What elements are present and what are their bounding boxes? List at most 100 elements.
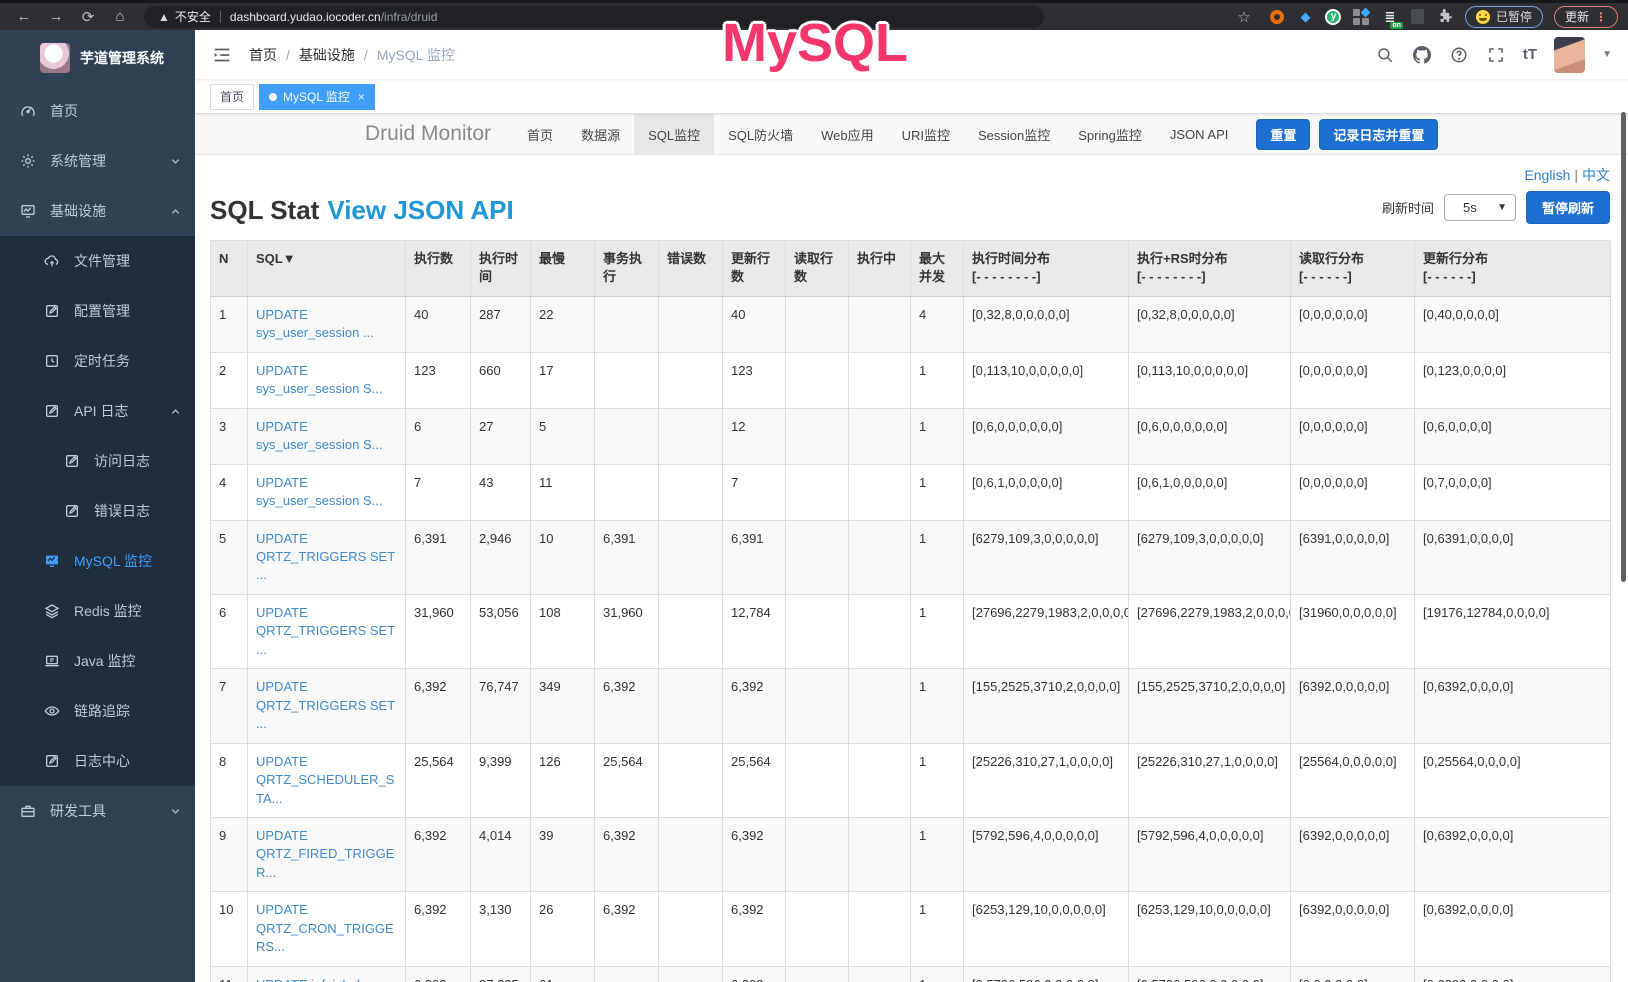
sql-link[interactable]: UPDATE QRTZ_TRIGGERS SET ...: [256, 530, 395, 583]
extension-grid-icon[interactable]: [1353, 7, 1371, 25]
druid-nav-数据源[interactable]: 数据源: [581, 127, 621, 143]
column-header-max_concurrent[interactable]: 最大并发: [910, 240, 964, 297]
column-header-fetch_row_dist[interactable]: 读取行分布 [- - - - - -]: [1290, 240, 1415, 297]
sidebar-item-MySQL-监控[interactable]: MySQL 监控: [0, 536, 195, 586]
column-header-exec_count[interactable]: 执行数: [405, 240, 471, 297]
fullscreen-icon[interactable]: [1486, 45, 1506, 65]
column-header-update_rows[interactable]: 更新行数: [722, 240, 786, 297]
sql-link[interactable]: UPDATE sys_user_session ...: [256, 306, 374, 341]
sidebar-item-文件管理[interactable]: 文件管理: [0, 236, 195, 286]
druid-nav-首页[interactable]: 首页: [527, 127, 554, 143]
sidebar-item-配置管理[interactable]: 配置管理: [0, 286, 195, 336]
column-header-exec_time[interactable]: 执行时间: [470, 240, 531, 297]
log-and-reset-button[interactable]: 记录日志并重置: [1319, 118, 1439, 150]
pause-refresh-button[interactable]: 暂停刷新: [1525, 191, 1610, 224]
browser-back-icon[interactable]: ←: [16, 8, 32, 25]
sidebar-item-首页[interactable]: 首页: [0, 86, 195, 136]
cell-n: 3: [210, 407, 248, 465]
sql-link[interactable]: UPDATE QRTZ_SCHEDULER_STA...: [256, 753, 395, 806]
view-json-api-link[interactable]: View JSON API: [327, 195, 514, 225]
sidebar-item-Java-监控[interactable]: Java 监控: [0, 636, 195, 686]
sidebar-item-Redis-监控[interactable]: Redis 监控: [0, 586, 195, 636]
column-header-fetch_rows[interactable]: 读取行数: [785, 240, 849, 297]
extension-gem-icon[interactable]: ◆: [1300, 8, 1311, 24]
column-header-sql[interactable]: SQL▼: [247, 240, 406, 297]
reset-button[interactable]: 重置: [1256, 118, 1311, 150]
refresh-interval-select[interactable]: 5s ▼: [1443, 194, 1516, 221]
druid-nav-URI监控[interactable]: URI监控: [901, 127, 950, 143]
paused-badge[interactable]: 已暂停: [1464, 5, 1543, 28]
sidebar-item-定时任务[interactable]: 定时任务: [0, 336, 195, 386]
tag-首页[interactable]: 首页: [210, 83, 255, 110]
update-badge[interactable]: 更新 ⋮: [1553, 5, 1618, 28]
extensions-puzzle-icon[interactable]: [1437, 8, 1454, 25]
sql-link[interactable]: UPDATE sys_user_session S...: [256, 418, 383, 453]
cell-exec_time: 43: [470, 463, 531, 521]
column-header-slowest[interactable]: 最慢: [530, 240, 595, 297]
sidebar-item-API-日志[interactable]: API 日志: [0, 386, 195, 436]
avatar-caret-down-icon[interactable]: ▼: [1602, 49, 1612, 60]
sidebar-item-错误日志[interactable]: 错误日志: [0, 486, 195, 536]
tag-MySQL-监控[interactable]: MySQL 监控 ×: [259, 83, 375, 110]
extension-misc-icon[interactable]: [1409, 8, 1426, 25]
column-header-update_row_dist[interactable]: 更新行分布 [- - - - - -]: [1414, 240, 1611, 297]
tag-close-icon[interactable]: ×: [357, 89, 365, 104]
dashboard-icon: [20, 103, 36, 119]
cell-update_rows: 6,391: [722, 519, 786, 595]
cell-fetch_row_dist: [31960,0,0,0,0,0]: [1290, 593, 1415, 670]
lang-chinese-link[interactable]: 中文: [1582, 167, 1610, 183]
column-header-error_count[interactable]: 错误数: [658, 240, 723, 297]
sql-link[interactable]: UPDATE inf_job_log SET e...: [256, 977, 374, 982]
column-header-tx_exec[interactable]: 事务执行: [594, 240, 659, 297]
sidebar-item-日志中心[interactable]: 日志中心: [0, 736, 195, 786]
extension-list-icon[interactable]: ≣ on: [1384, 8, 1403, 29]
druid-nav-Spring监控[interactable]: Spring监控: [1078, 127, 1142, 143]
bookmark-star-icon[interactable]: ☆: [1237, 8, 1251, 26]
app-logo[interactable]: 芋道管理系统: [0, 30, 195, 86]
cell-tx_exec: [594, 351, 659, 409]
extension-donut-icon[interactable]: [1269, 8, 1286, 25]
druid-nav-JSON API[interactable]: JSON API: [1169, 126, 1229, 142]
cell-exec_time: 37,225: [470, 965, 531, 982]
column-header-running[interactable]: 执行中: [848, 240, 911, 297]
github-icon[interactable]: [1412, 45, 1432, 65]
druid-nav-Session监控[interactable]: Session监控: [978, 127, 1051, 143]
kebab-menu-icon: ⋮: [1595, 9, 1607, 24]
user-avatar[interactable]: [1554, 36, 1586, 73]
help-icon[interactable]: [1449, 45, 1469, 65]
druid-nav-Web应用[interactable]: Web应用: [821, 127, 874, 143]
druid-nav-SQL监控[interactable]: SQL监控: [634, 113, 715, 155]
browser-forward-icon[interactable]: →: [48, 8, 64, 25]
sql-link[interactable]: UPDATE QRTZ_FIRED_TRIGGER...: [256, 827, 395, 880]
column-header-exec_rs_dist[interactable]: 执行+RS时分布 [- - - - - - - -]: [1128, 240, 1291, 297]
sql-link[interactable]: UPDATE QRTZ_TRIGGERS SET ...: [256, 679, 395, 732]
cell-exec_time_dist: [0,6,1,0,0,0,0,0]: [963, 463, 1129, 521]
sidebar-item-系统管理[interactable]: 系统管理: [0, 136, 195, 186]
sql-link[interactable]: UPDATE sys_user_session S...: [256, 474, 383, 509]
cell-running: [848, 891, 911, 967]
cell-max_concurrent: 1: [910, 742, 964, 818]
sql-link[interactable]: UPDATE QRTZ_TRIGGERS SET ...: [256, 604, 395, 657]
font-size-icon[interactable]: tT: [1522, 46, 1538, 63]
sql-link[interactable]: UPDATE QRTZ_CRON_TRIGGERS...: [256, 902, 394, 955]
browser-home-icon[interactable]: ⌂: [115, 8, 125, 25]
address-bar[interactable]: ▲ 不安全 dashboard.yudao.iocoder.cn/infra/d…: [144, 5, 1044, 28]
lang-english-link[interactable]: English: [1524, 167, 1571, 183]
extension-y-icon[interactable]: y: [1325, 8, 1342, 25]
sidebar-item-基础设施[interactable]: 基础设施: [0, 186, 195, 236]
sidebar-item-访问日志[interactable]: 访问日志: [0, 436, 195, 486]
druid-nav-SQL防火墙[interactable]: SQL防火墙: [728, 127, 794, 143]
table-row: 6 UPDATE QRTZ_TRIGGERS SET ... 31,960 53,05…: [210, 593, 1611, 670]
sql-link[interactable]: UPDATE sys_user_session S...: [256, 362, 383, 397]
browser-reload-icon[interactable]: ⟳: [81, 8, 95, 26]
hamburger-icon[interactable]: [211, 44, 233, 66]
cell-sql: UPDATE sys_user_session ...: [247, 295, 406, 353]
column-header-n[interactable]: N: [210, 240, 248, 297]
search-icon[interactable]: [1375, 45, 1395, 65]
page-scrollbar[interactable]: [1621, 112, 1626, 582]
breadcrumb-item-2[interactable]: 基础设施: [298, 46, 355, 63]
sidebar-item-研发工具[interactable]: 研发工具: [0, 786, 195, 836]
sidebar-item-链路追踪[interactable]: 链路追踪: [0, 686, 195, 736]
breadcrumb-item-1[interactable]: 首页: [249, 46, 277, 63]
column-header-exec_time_dist[interactable]: 执行时间分布 [- - - - - - - -]: [963, 240, 1129, 297]
